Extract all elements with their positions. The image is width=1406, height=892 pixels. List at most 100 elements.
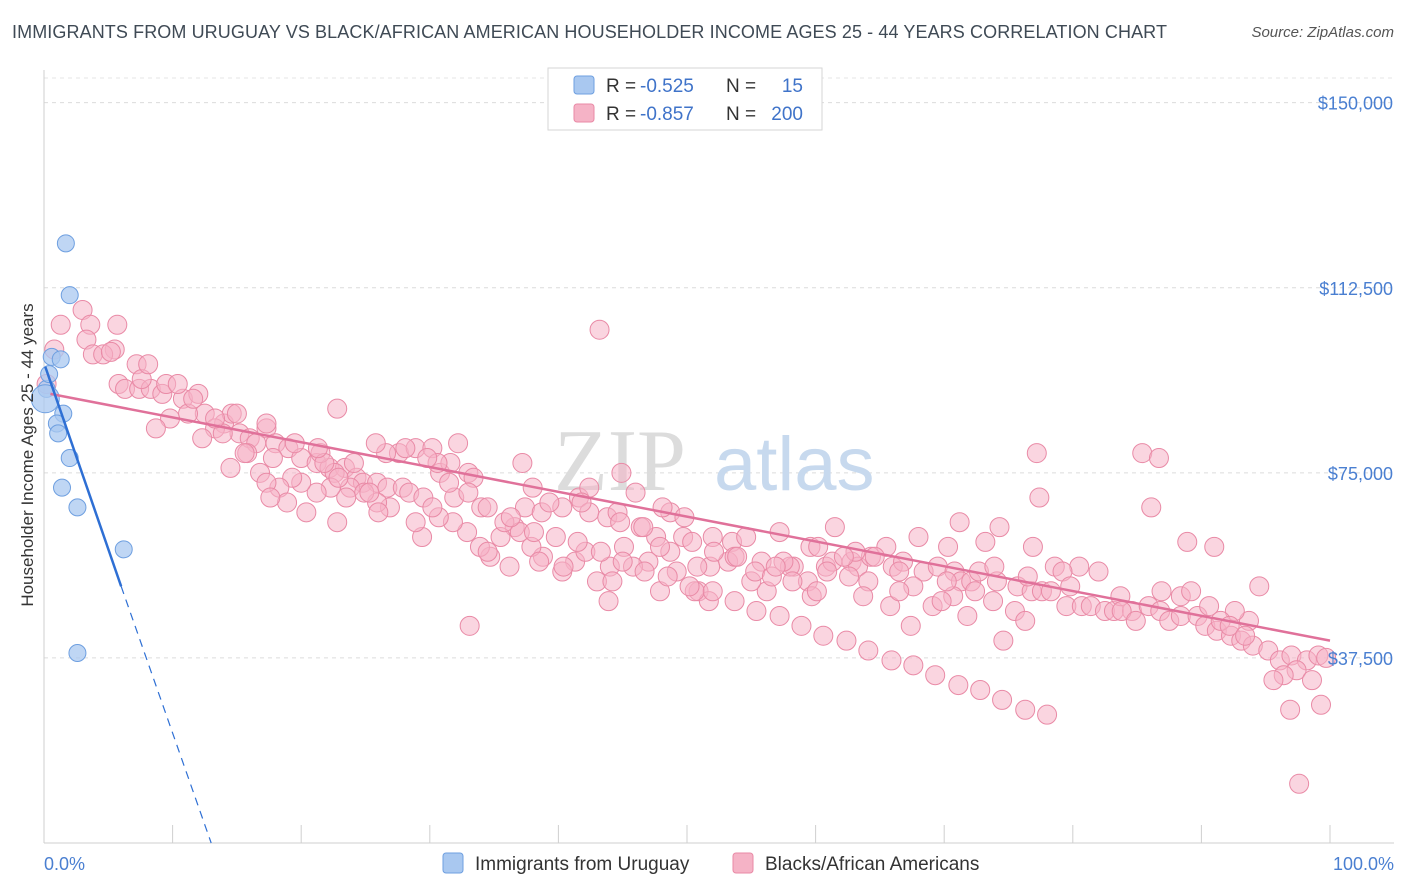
bottom-legend: Immigrants from Uruguay Blacks/African A… — [442, 852, 979, 875]
point-blacks-280 — [226, 403, 247, 424]
bottom-legend-swatch-blacks — [732, 852, 754, 874]
point-uruguay-13 — [68, 643, 87, 662]
trend-line-blacks — [50, 392, 1331, 642]
point-blacks-129 — [1026, 443, 1047, 464]
point-blacks-261 — [806, 581, 827, 602]
point-blacks-247 — [234, 443, 255, 464]
point-blacks-190 — [610, 512, 631, 533]
point-blacks-215 — [1177, 531, 1198, 552]
point-uruguay-10 — [53, 478, 72, 497]
point-blacks-135 — [989, 517, 1010, 538]
point-blacks-188 — [539, 492, 560, 513]
point-blacks-268 — [1125, 610, 1146, 631]
point-blacks-242 — [368, 502, 389, 523]
point-blacks-225 — [931, 591, 952, 612]
point-blacks-243 — [327, 512, 348, 533]
point-blacks-124 — [1301, 670, 1322, 691]
point-blacks-239 — [529, 551, 550, 572]
point-blacks-180 — [625, 482, 646, 503]
trend-lines — [44, 366, 1331, 844]
bottom-legend-label-blacks: Blacks/African Americans — [765, 854, 979, 875]
point-blacks-227 — [889, 561, 910, 582]
point-blacks-311 — [970, 680, 991, 700]
y-tick-labels: $37,500 $75,000 $112,500 $150,000 — [1318, 94, 1393, 669]
point-uruguay-11 — [68, 498, 87, 517]
point-blacks-296 — [634, 561, 655, 582]
point-blacks-294 — [590, 541, 611, 562]
point-blacks-212 — [1069, 556, 1090, 577]
point-blacks-271 — [1181, 581, 1202, 602]
point-blacks-252 — [328, 467, 349, 488]
point-blacks-275 — [1235, 625, 1256, 646]
legend-r-value-2: -0.857 — [640, 104, 694, 125]
point-blacks-303 — [791, 615, 812, 636]
point-blacks-265 — [984, 556, 1005, 577]
point-blacks-218 — [1249, 576, 1270, 597]
point-blacks-128 — [1289, 773, 1310, 794]
point-blacks-262 — [853, 586, 874, 607]
y-axis-label: Householder Income Ages 25 - 44 years — [18, 303, 37, 606]
point-blacks-56 — [262, 448, 283, 469]
trend-line-uruguay-extension — [120, 586, 212, 844]
point-blacks-241 — [477, 541, 498, 562]
point-blacks-309 — [925, 665, 946, 686]
point-blacks-293 — [567, 531, 588, 552]
point-blacks-260 — [765, 556, 786, 577]
point-blacks-232 — [727, 546, 748, 567]
legend-n-label-1: N = — [726, 76, 756, 97]
point-blacks-308 — [903, 655, 924, 676]
watermark-atlas: atlas — [714, 422, 875, 507]
x-tick-right: 100.0% — [1333, 854, 1394, 874]
y-tick-label-0: $37,500 — [1328, 649, 1393, 669]
point-blacks-244 — [296, 502, 317, 523]
point-blacks-222 — [1015, 610, 1036, 631]
point-blacks-181 — [512, 452, 533, 473]
point-blacks-233 — [687, 556, 708, 577]
bottom-legend-swatch-uruguay — [442, 852, 464, 874]
point-uruguay-9 — [60, 449, 79, 468]
point-blacks-285 — [395, 438, 416, 459]
y-tick-label-3: $150,000 — [1318, 94, 1393, 114]
point-blacks-236 — [602, 571, 623, 592]
point-blacks-201 — [839, 566, 860, 587]
point-blacks-310 — [948, 675, 969, 696]
point-blacks-138 — [908, 527, 929, 547]
point-blacks-230 — [817, 561, 838, 582]
point-blacks-8 — [107, 314, 128, 335]
point-blacks-226 — [900, 615, 921, 636]
point-blacks-228 — [864, 546, 885, 567]
point-blacks-300 — [724, 591, 745, 612]
point-blacks-277 — [327, 398, 348, 419]
point-blacks-272 — [1199, 596, 1220, 617]
point-blacks-109 — [1170, 605, 1191, 626]
source-label: Source: ZipAtlas.com — [1251, 24, 1394, 41]
point-blacks-250 — [167, 374, 188, 394]
point-blacks-216 — [1204, 536, 1225, 557]
legend-r-label-2: R = — [606, 104, 636, 125]
legend-box: R = -0.525 N = 15 R = -0.857 N = 200 — [547, 67, 823, 131]
point-blacks-170 — [336, 487, 357, 508]
point-blacks-290 — [500, 507, 521, 528]
point-blacks-304 — [813, 625, 834, 646]
watermark: ZIP atlas — [554, 413, 875, 510]
point-blacks-207 — [965, 581, 986, 602]
series-uruguay-points — [30, 234, 133, 662]
point-blacks-287 — [439, 472, 460, 493]
point-blacks-307 — [881, 650, 902, 671]
x-tick-left: 0.0% — [44, 854, 85, 874]
point-blacks-283 — [307, 438, 328, 459]
legend-swatch-uruguay — [573, 75, 595, 95]
point-blacks-257 — [611, 462, 632, 483]
point-blacks-249 — [183, 388, 204, 409]
point-blacks-58 — [220, 457, 241, 478]
point-blacks-258 — [649, 536, 670, 557]
point-uruguay-5 — [60, 286, 79, 305]
point-blacks-74 — [682, 531, 703, 552]
point-blacks-194 — [704, 541, 725, 562]
point-blacks-288 — [458, 482, 479, 503]
legend-swatch-blacks — [573, 103, 595, 123]
point-blacks-132 — [1141, 497, 1162, 518]
chart-title: IMMIGRANTS FROM URUGUAY VS BLACK/AFRICAN… — [12, 22, 1168, 42]
point-blacks-305 — [836, 630, 857, 651]
trend-line-uruguay — [44, 366, 123, 587]
